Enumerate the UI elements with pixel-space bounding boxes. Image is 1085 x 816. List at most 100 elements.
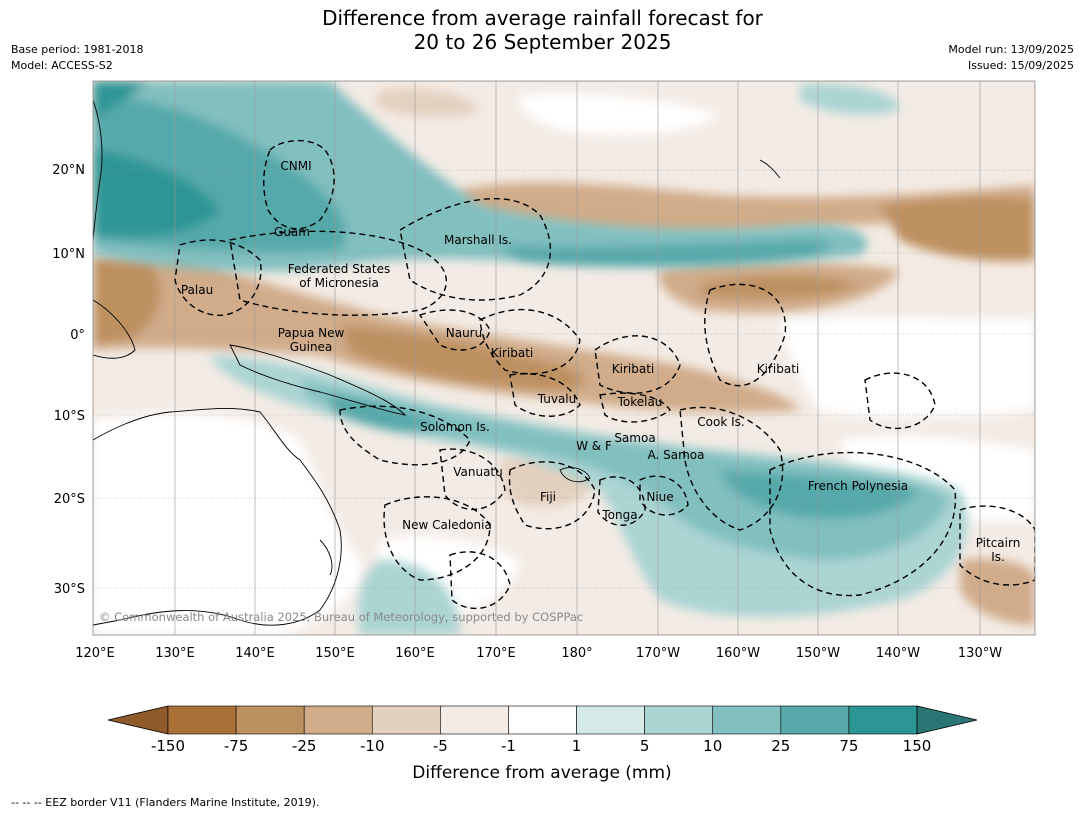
colorbar-tick-label: 150	[903, 737, 932, 755]
label-kiribati-central: Kiribati	[612, 362, 654, 376]
label-marshall: Marshall Is.	[444, 233, 512, 247]
eez-cook	[679, 406, 784, 531]
label-vanuatu: Vanuatu	[453, 465, 503, 479]
coastlines	[93, 99, 781, 626]
region-labels: CNMI Guam Marshall Is. Federated States …	[181, 159, 1020, 564]
wet-core-north-2	[93, 150, 220, 237]
label-png-1: Papua New	[278, 326, 345, 340]
wet-patch-southwest	[358, 560, 460, 635]
australia-coast	[93, 407, 342, 626]
colorbar-swatch	[235, 705, 305, 735]
label-cnmi: CNMI	[280, 159, 311, 173]
colorbar-tick-label: 25	[771, 737, 790, 755]
colorbar-swatch	[712, 705, 782, 735]
eez-kiribati-west	[479, 308, 581, 375]
label-pitcairn-2: Is.	[991, 550, 1005, 564]
dry-patch-north-2	[375, 88, 480, 118]
dry-core-west	[93, 260, 161, 345]
label-new-caledonia: New Caledonia	[402, 518, 492, 532]
indonesia-coast	[93, 299, 136, 359]
colorbar-swatch	[644, 705, 714, 735]
colorbar-title: Difference from average (mm)	[412, 763, 671, 783]
colorbar-swatch	[440, 705, 509, 735]
label-wallis-futuna: W & F	[576, 439, 612, 453]
title-line-2: 20 to 26 September 2025	[413, 30, 672, 54]
label-kiribati-east: Kiribati	[757, 362, 799, 376]
wet-core-north-east	[500, 239, 830, 267]
eez-pitcairn	[959, 505, 1035, 586]
meta-right: Model run: 13/09/2025 Issued: 15/09/2025	[948, 42, 1074, 74]
latitude-labels: 20°N 10°N 0° 10°S 20°S 30°S	[52, 163, 85, 597]
lon-160e: 160°E	[395, 646, 435, 661]
label-pitcairn-1: Pitcairn	[976, 536, 1021, 550]
label-png-2: Guinea	[290, 340, 333, 354]
eez-new-caledonia	[383, 496, 491, 581]
eez-legend: -- -- -- EEZ border V11 (Flanders Marine…	[11, 796, 320, 809]
lon-160w: 160°W	[716, 646, 760, 661]
eez-solomon	[339, 405, 471, 466]
longitude-labels: 120°E 130°E 140°E 150°E 160°E 170°E 180°…	[75, 646, 1002, 661]
model-run: Model run: 13/09/2025	[948, 43, 1074, 56]
eez-nauru	[418, 309, 491, 351]
chart-title: Difference from average rainfall forecas…	[0, 6, 1085, 54]
colorbar-tick-label: 1	[572, 737, 582, 755]
colorbar-tick-label: -150	[151, 737, 185, 755]
issued-date: Issued: 15/09/2025	[967, 59, 1074, 72]
colorbar: -150 -75 -25 -10 -5 -1 1 5 10 25 75 150	[107, 705, 978, 755]
colorbar-tick-label: -25	[292, 737, 317, 755]
label-palau: Palau	[181, 283, 213, 297]
label-niue: Niue	[646, 490, 673, 504]
lon-150w: 150°W	[796, 646, 840, 661]
eez-east-islands	[864, 372, 936, 430]
lon-150e: 150°E	[315, 646, 355, 661]
lon-140e: 140°E	[235, 646, 275, 661]
eez-borders	[174, 139, 1035, 610]
label-cook: Cook Is.	[697, 415, 744, 429]
dry-band-tropical	[93, 255, 800, 413]
colorbar-swatch	[780, 705, 850, 735]
dry-patch-pitcairn	[960, 558, 1035, 625]
neutral-australia	[93, 412, 362, 635]
colorbar-tick-label: 5	[640, 737, 650, 755]
copyright-text: © Commonwealth of Australia 2025, Bureau…	[99, 610, 583, 624]
eez-marshall	[399, 197, 552, 301]
colorbar-swatch	[576, 705, 645, 735]
colorbar-swatch	[848, 705, 918, 735]
lat-10n: 10°N	[52, 247, 85, 262]
lon-140w: 140°W	[876, 646, 920, 661]
lat-30s: 30°S	[54, 582, 85, 597]
base-period: Base period: 1981-2018	[11, 43, 144, 56]
lon-170e: 170°E	[476, 646, 516, 661]
meta-left: Base period: 1981-2018 Model: ACCESS-S2	[11, 42, 143, 74]
label-tonga: Tonga	[601, 508, 637, 522]
label-american-samoa: A. Samoa	[648, 448, 705, 462]
philippines-coast	[93, 99, 103, 241]
dry-core-equatorial-east	[700, 275, 860, 299]
label-fsm-2: of Micronesia	[299, 276, 379, 290]
lat-20n: 20°N	[52, 163, 85, 178]
neutral-north	[519, 93, 720, 135]
new-caledonia-coast	[319, 539, 333, 576]
neutral-east-pacific	[780, 317, 1035, 418]
colorbar-tick-label: -5	[433, 737, 448, 755]
colorbar-extend-high	[916, 705, 978, 735]
eez-fiji	[508, 461, 596, 530]
eez-norfolk	[449, 551, 511, 610]
rainfall-anomaly-field	[93, 81, 1035, 635]
lat-10s: 10°S	[54, 409, 85, 424]
colorbar-tick-label: -10	[360, 737, 385, 755]
label-french-polynesia: French Polynesia	[808, 479, 908, 493]
colorbar-tick-label: -1	[501, 737, 516, 755]
label-guam: Guam	[274, 225, 310, 239]
title-line-1: Difference from average rainfall forecas…	[322, 6, 763, 30]
label-tuvalu: Tuvalu	[537, 392, 577, 406]
lon-120e: 120°E	[75, 646, 115, 661]
label-fsm-1: Federated States	[288, 262, 390, 276]
lon-180: 180°	[561, 646, 592, 661]
eez-niue	[639, 475, 689, 516]
lon-130w: 130°W	[958, 646, 1002, 661]
label-nauru: Nauru	[446, 326, 482, 340]
lat-0: 0°	[70, 328, 85, 343]
fiji-coast	[559, 467, 591, 483]
label-tokelau: Tokelau	[617, 395, 663, 409]
